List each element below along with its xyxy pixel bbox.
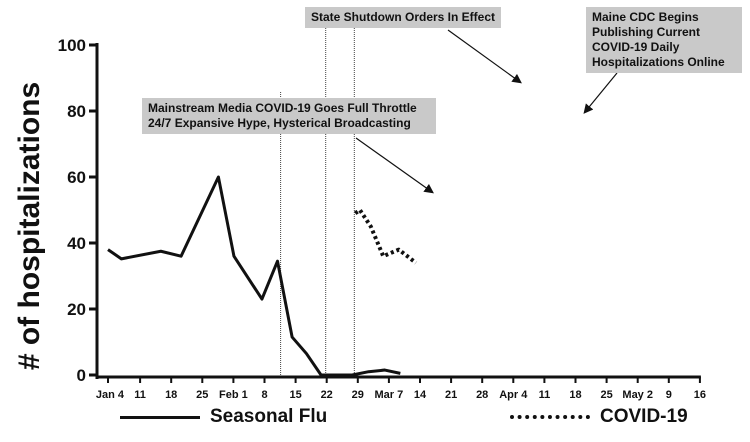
x-tick-label: 25 <box>600 389 612 401</box>
x-tick-label: 29 <box>352 389 364 401</box>
annotation-shutdown: State Shutdown Orders In Effect <box>305 7 502 28</box>
y-tick-label: 100 <box>58 36 86 55</box>
x-tick-label: 11 <box>134 389 146 401</box>
series-lines <box>107 175 418 377</box>
y-tick-label: 0 <box>77 366 86 385</box>
x-tick-label: 25 <box>196 389 208 401</box>
y-tick-label: 80 <box>67 102 86 121</box>
x-tick-label: Apr 4 <box>499 389 528 401</box>
x-tick-label: Jan 4 <box>96 389 125 401</box>
x-tick-label: 14 <box>414 389 427 401</box>
series-line-seasonal-flu <box>107 175 401 377</box>
x-tick-label: May 2 <box>622 389 653 401</box>
annotation-media: Mainstream Media COVID-19 Goes Full Thro… <box>142 98 436 134</box>
x-tick-label: Mar 7 <box>375 389 404 401</box>
annotation-maine-cdc: Maine CDC Begins Publishing Current COVI… <box>586 7 742 73</box>
event-lines <box>280 10 355 375</box>
legend-solid-swatch <box>120 415 200 419</box>
x-tick-label: 22 <box>321 389 333 401</box>
annotation-arrow-2 <box>583 72 618 114</box>
axes: 0 20 40 60 80 100 Jan 4 11 18 25 Feb 1 8 15 22 29 Mar 7… <box>58 36 706 401</box>
x-tick-label: 28 <box>476 389 488 401</box>
legend-label-seasonal-flu: Seasonal Flu <box>210 406 328 427</box>
legend-seasonal-flu: Seasonal Flu <box>120 406 327 428</box>
x-tick-label: Feb 1 <box>219 389 248 401</box>
legend-dotted-swatch <box>510 415 590 419</box>
annotation-arrows <box>355 29 618 194</box>
x-tick-label: 11 <box>539 389 551 401</box>
series-line-covid-19 <box>354 208 418 265</box>
x-tick-label: 18 <box>569 389 581 401</box>
y-tick-label: 20 <box>67 300 86 319</box>
annotation-arrow-1 <box>447 29 522 84</box>
annotation-arrow-0 <box>355 137 434 194</box>
y-tick-label: 60 <box>67 168 86 187</box>
x-tick-label: 18 <box>165 389 177 401</box>
legend-label-covid: COVID-19 <box>600 406 688 427</box>
legend-covid: COVID-19 <box>510 406 688 428</box>
x-tick-label: 21 <box>445 389 457 401</box>
y-tick-label: 40 <box>67 234 86 253</box>
x-tick-label: 9 <box>666 389 672 401</box>
x-tick-label: 8 <box>261 389 267 401</box>
y-axis-label: # of hospitalizations <box>13 81 46 371</box>
x-tick-label: 15 <box>289 389 301 401</box>
x-tick-label: 16 <box>694 389 706 401</box>
